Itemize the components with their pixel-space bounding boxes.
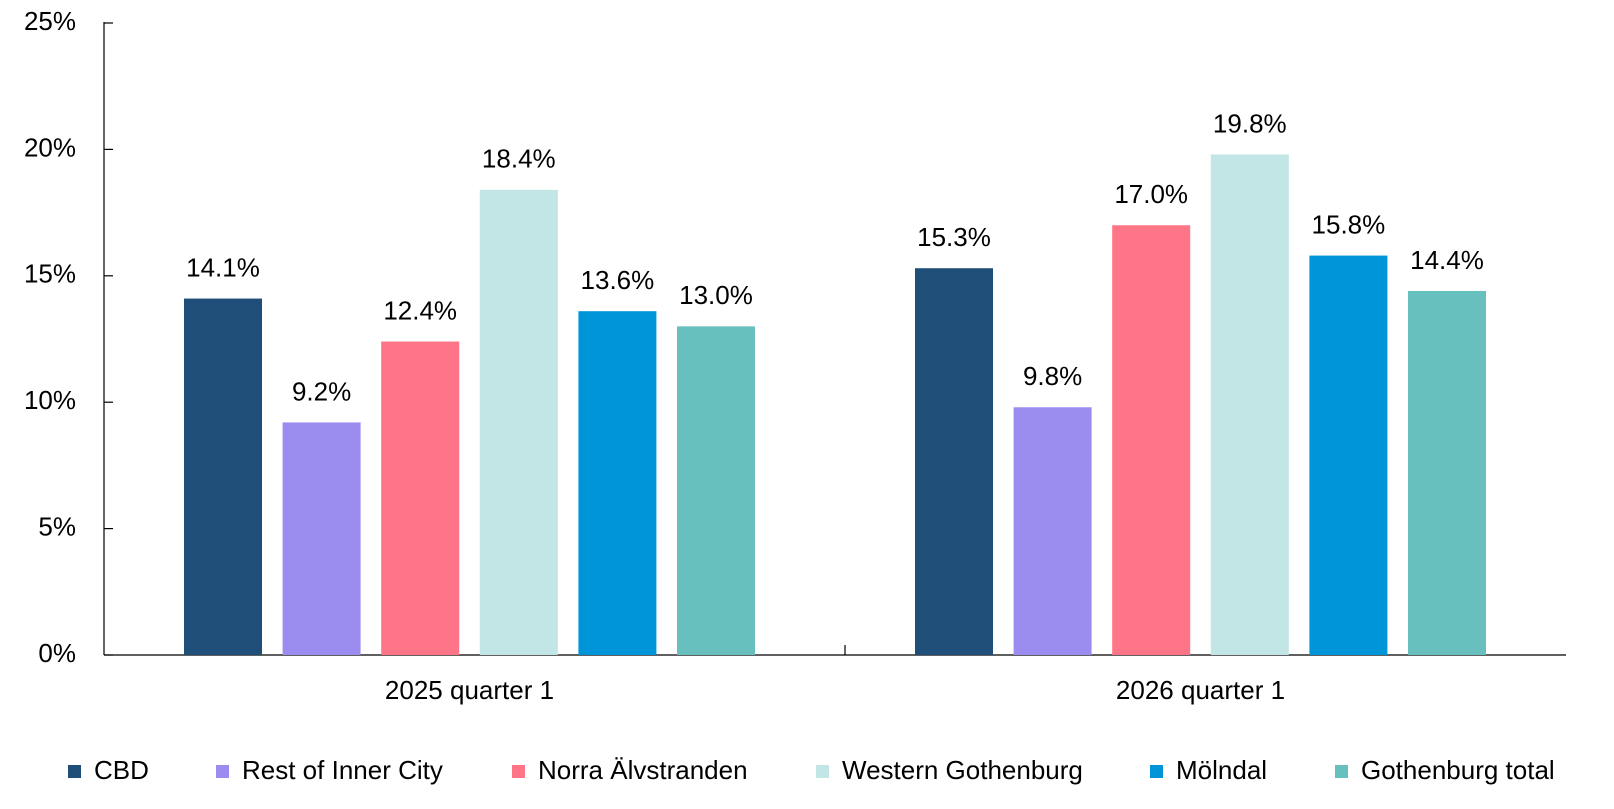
y-tick-label: 25% <box>24 6 76 36</box>
value-label: 15.8% <box>1312 209 1386 239</box>
value-label: 19.8% <box>1213 108 1287 138</box>
bar <box>282 422 361 655</box>
bar <box>1309 255 1388 656</box>
value-label: 17.0% <box>1114 179 1188 209</box>
bar <box>1013 407 1092 655</box>
value-label: 9.2% <box>292 376 351 406</box>
bar <box>1210 154 1289 655</box>
legend-marker <box>816 765 829 778</box>
value-label: 14.1% <box>186 252 260 282</box>
bar <box>915 268 993 655</box>
legend-marker <box>68 765 81 778</box>
y-tick-label: 0% <box>38 638 76 668</box>
value-label: 15.3% <box>917 222 991 252</box>
legend-label: Mölndal <box>1176 755 1267 785</box>
x-tick-label: 2026 quarter 1 <box>1116 675 1285 705</box>
x-tick-label: 2025 quarter 1 <box>385 675 554 705</box>
value-label: 9.8% <box>1023 361 1082 391</box>
value-label: 13.6% <box>581 265 655 295</box>
y-tick-label: 10% <box>24 385 76 415</box>
legend-marker <box>1335 765 1348 778</box>
legend-label: Western Gothenburg <box>842 755 1083 785</box>
legend-label: Norra Älvstranden <box>538 755 748 785</box>
legend-label: CBD <box>94 755 149 785</box>
legend-marker <box>216 765 229 778</box>
bar <box>184 298 262 655</box>
value-label: 18.4% <box>482 144 556 174</box>
legend-marker <box>1150 765 1163 778</box>
y-tick-label: 5% <box>38 511 76 541</box>
y-tick-label: 20% <box>24 132 76 162</box>
legend-marker <box>512 765 525 778</box>
bar <box>1112 225 1191 656</box>
bar <box>381 341 460 655</box>
legend-label: Gothenburg total <box>1361 755 1555 785</box>
value-label: 12.4% <box>383 295 457 325</box>
value-label: 14.4% <box>1410 245 1484 275</box>
bar <box>1408 290 1486 655</box>
legend-label: Rest of Inner City <box>242 755 443 785</box>
value-label: 13.0% <box>679 280 753 310</box>
bar <box>479 189 558 655</box>
bar <box>578 311 657 655</box>
y-tick-label: 15% <box>24 259 76 289</box>
bar <box>677 326 755 655</box>
